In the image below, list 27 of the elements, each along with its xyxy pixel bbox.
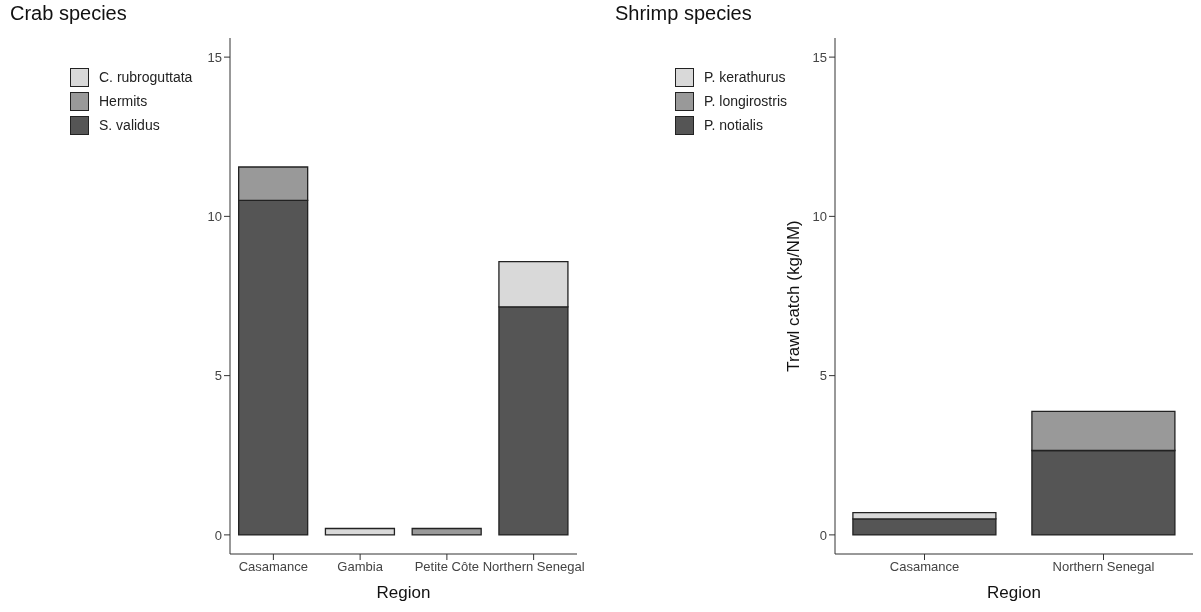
x-tick-label: Gambia (337, 559, 384, 575)
x-axis-title: Region (376, 583, 431, 603)
y-tick-label: 0 (819, 527, 827, 543)
y-tick-label: 5 (214, 368, 222, 384)
legend-label: P. kerathurus (704, 69, 786, 85)
bar (324, 527, 396, 536)
bar (411, 527, 482, 536)
legend-label: P. longirostris (704, 93, 788, 109)
y-tick-label: 10 (812, 208, 827, 224)
x-axis-title: Region (987, 583, 1041, 603)
y-tick-label: 15 (207, 49, 222, 65)
y-tick-label: 10 (207, 208, 222, 224)
y-tick-label: 15 (812, 49, 827, 65)
y-axis-title: Trawl catch (kg/NM) (784, 220, 804, 372)
legend-label: Hermits (99, 93, 148, 109)
x-tick-label: Casamance (889, 559, 960, 575)
legend-label: C. rubroguttata (99, 69, 193, 85)
legend-label: S. validus (99, 117, 160, 133)
x-tick-label: Northern Senegal (1052, 559, 1155, 575)
x-tick-label: Northern Senegal (482, 559, 585, 575)
chart-title: Shrimp species (615, 2, 752, 25)
text: Crab species (10, 2, 127, 25)
legend-label: P. notialis (704, 117, 763, 133)
x-tick-label: Casamance (238, 559, 309, 575)
y-tick-label: 0 (214, 527, 222, 543)
x-tick-label: Petite Côte (414, 559, 480, 575)
y-tick-label: 5 (819, 368, 827, 384)
